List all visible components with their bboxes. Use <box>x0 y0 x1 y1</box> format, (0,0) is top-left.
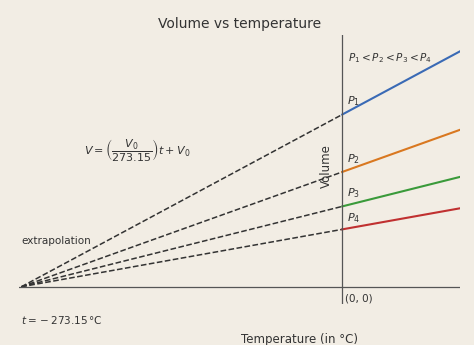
Text: Volume: Volume <box>320 144 333 188</box>
Text: $P_3$: $P_3$ <box>347 186 360 200</box>
Text: extrapolation: extrapolation <box>21 236 91 246</box>
Text: $P_1 < P_2 < P_3 < P_4$: $P_1 < P_2 < P_3 < P_4$ <box>348 51 432 65</box>
Title: Volume vs temperature: Volume vs temperature <box>158 17 321 31</box>
Text: $P_2$: $P_2$ <box>347 152 360 166</box>
Text: Temperature (in °C): Temperature (in °C) <box>241 333 358 345</box>
Text: $P_1$: $P_1$ <box>347 95 360 108</box>
Text: $V=\left(\dfrac{V_0}{273.15}\right)t+V_0$: $V=\left(\dfrac{V_0}{273.15}\right)t+V_0… <box>84 137 190 163</box>
Text: (0, 0): (0, 0) <box>345 293 373 303</box>
Text: $P_4$: $P_4$ <box>347 211 360 225</box>
Text: $t=-273.15\,°\mathrm{C}$: $t=-273.15\,°\mathrm{C}$ <box>21 314 103 326</box>
